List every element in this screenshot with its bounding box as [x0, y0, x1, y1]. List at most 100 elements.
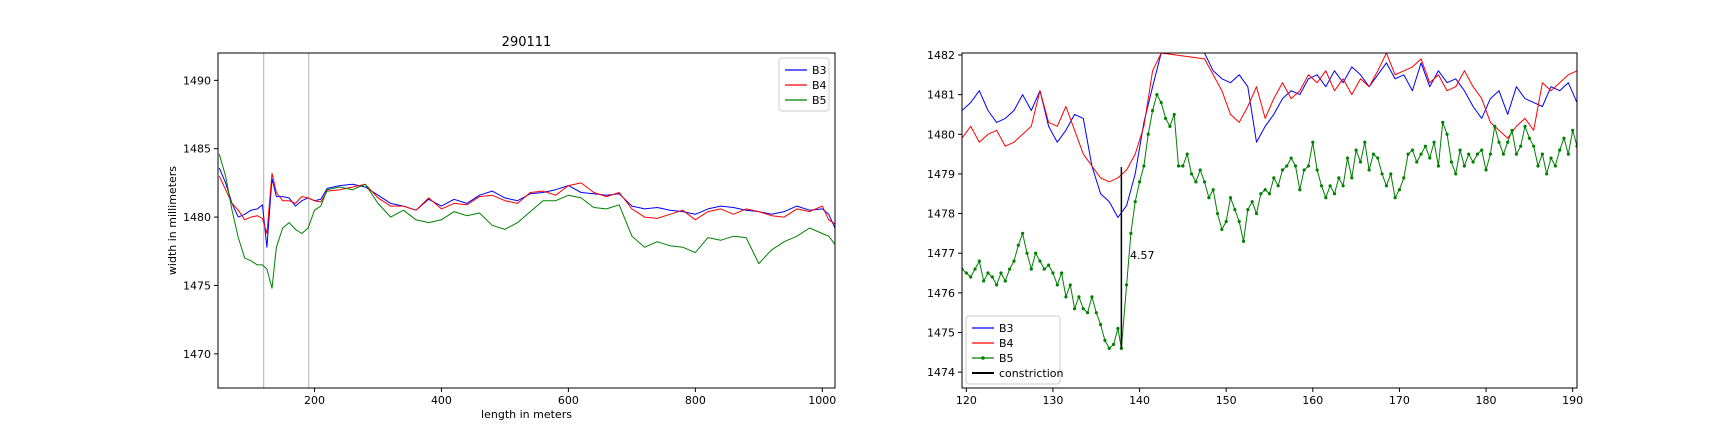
data-point-b5: [1432, 140, 1436, 144]
data-point-b5: [1272, 176, 1276, 180]
data-point-b5: [1462, 164, 1466, 168]
data-point-b5: [973, 267, 977, 271]
data-point-b5: [1163, 116, 1168, 121]
data-point-b5: [1185, 152, 1189, 156]
data-point-b5: [1047, 263, 1051, 267]
x-tick-label: 120: [956, 394, 977, 407]
data-point-b5: [1458, 148, 1462, 152]
x-tick-label: 150: [1216, 394, 1237, 407]
data-point-b5: [1224, 219, 1228, 224]
data-point-b5: [1116, 326, 1120, 331]
data-point-b5: [1389, 172, 1393, 176]
legend-label: B3: [999, 322, 1014, 335]
data-point-b5: [1562, 136, 1566, 140]
x-tick-label: 190: [1562, 394, 1583, 407]
legend-label: B5: [812, 94, 827, 107]
data-point-b5: [1181, 164, 1185, 168]
data-point-b5: [1267, 192, 1272, 196]
data-point-b5: [1363, 140, 1367, 144]
x-tick-label: 1000: [808, 394, 836, 407]
data-point-b5: [1220, 227, 1224, 232]
data-point-b5: [1545, 172, 1549, 176]
data-point-b5: [1406, 152, 1410, 156]
data-point-b5: [1571, 128, 1575, 132]
data-point-b5: [1415, 160, 1419, 164]
data-point-b5: [1553, 164, 1557, 168]
data-point-b5: [1137, 180, 1142, 184]
data-point-b5: [1428, 156, 1432, 160]
data-point-b5: [1536, 164, 1540, 168]
data-point-b5: [1558, 148, 1562, 152]
series-line-b3: [962, 53, 1577, 218]
data-point-b5: [1254, 211, 1259, 216]
data-point-b5: [1302, 168, 1306, 172]
y-tick-label: 1481: [927, 89, 955, 102]
right-chart: 4.57 120 130 140 150 160 170 180 190 1474 1475 1476…: [927, 49, 1583, 407]
data-point-b5: [1454, 172, 1458, 176]
data-point-b5: [1259, 192, 1263, 196]
data-point-b5: [1103, 338, 1107, 343]
data-point-b5: [1376, 156, 1380, 160]
x-tick-label: 800: [685, 394, 706, 407]
data-point-b5: [1124, 283, 1129, 287]
left-chart: 200 400 600 800 1000 1470 1475 1480 1485 1490 2901…: [166, 35, 836, 421]
data-point-b5: [969, 275, 973, 279]
y-tick-label: 1474: [927, 366, 955, 379]
data-point-b5: [1393, 196, 1397, 200]
y-tick-label: 1480: [927, 128, 955, 141]
data-point-b5: [1159, 100, 1163, 105]
data-point-b5: [1081, 307, 1085, 311]
data-point-b5: [1445, 132, 1449, 136]
data-point-b5: [1016, 243, 1020, 247]
data-point-b5: [1211, 188, 1215, 192]
data-point-b5: [1441, 120, 1445, 124]
data-point-b5: [1345, 156, 1350, 160]
data-point-b5: [1107, 346, 1111, 350]
data-point-b5: [1540, 152, 1544, 156]
data-point-b5: [964, 271, 968, 275]
y-tick-label: 1485: [183, 143, 211, 156]
data-point-b5: [1484, 168, 1488, 172]
data-point-b5: [1055, 283, 1059, 287]
data-point-b5: [995, 283, 999, 287]
y-tick-label: 1482: [927, 49, 955, 62]
x-tick-label: 170: [1389, 394, 1410, 407]
y-axis-label: width in millimeters: [166, 166, 179, 275]
data-point-b5: [1324, 196, 1328, 200]
legend-marker: [981, 356, 985, 360]
data-point-b5: [1341, 184, 1345, 188]
data-point-b5: [1497, 140, 1501, 144]
data-point-b5: [1350, 176, 1354, 180]
legend-box: [965, 315, 1061, 385]
data-point-b5: [1276, 184, 1280, 188]
data-point-b5: [1129, 231, 1133, 235]
data-point-b5: [1034, 251, 1038, 255]
data-point-b5: [1306, 164, 1311, 168]
data-point-b5: [1328, 184, 1332, 188]
legend-label: B4: [999, 337, 1014, 350]
x-tick-label: 130: [1042, 394, 1063, 407]
data-point-b5: [1237, 219, 1241, 224]
data-point-b5: [1215, 211, 1220, 216]
data-point-b5: [1384, 184, 1389, 188]
data-point-b5: [1094, 311, 1098, 315]
data-point-b5: [1233, 207, 1237, 212]
data-point-b5: [1172, 112, 1176, 117]
data-point-b5: [1008, 267, 1012, 271]
data-point-b5: [1332, 192, 1337, 196]
data-point-b5: [1380, 172, 1384, 176]
y-tick-label: 1490: [183, 74, 211, 87]
data-point-b5: [1246, 207, 1250, 212]
data-point-b5: [1133, 200, 1137, 204]
y-tick-label: 1480: [183, 211, 211, 224]
data-point-b5: [1480, 148, 1484, 152]
data-point-b5: [1012, 259, 1016, 263]
data-point-b5: [1051, 271, 1055, 275]
x-tick-label: 180: [1476, 394, 1497, 407]
data-point-b5: [1198, 168, 1202, 172]
data-point-b5: [1029, 267, 1033, 271]
axes-frame: [961, 52, 1578, 389]
data-point-b5: [1285, 164, 1289, 168]
